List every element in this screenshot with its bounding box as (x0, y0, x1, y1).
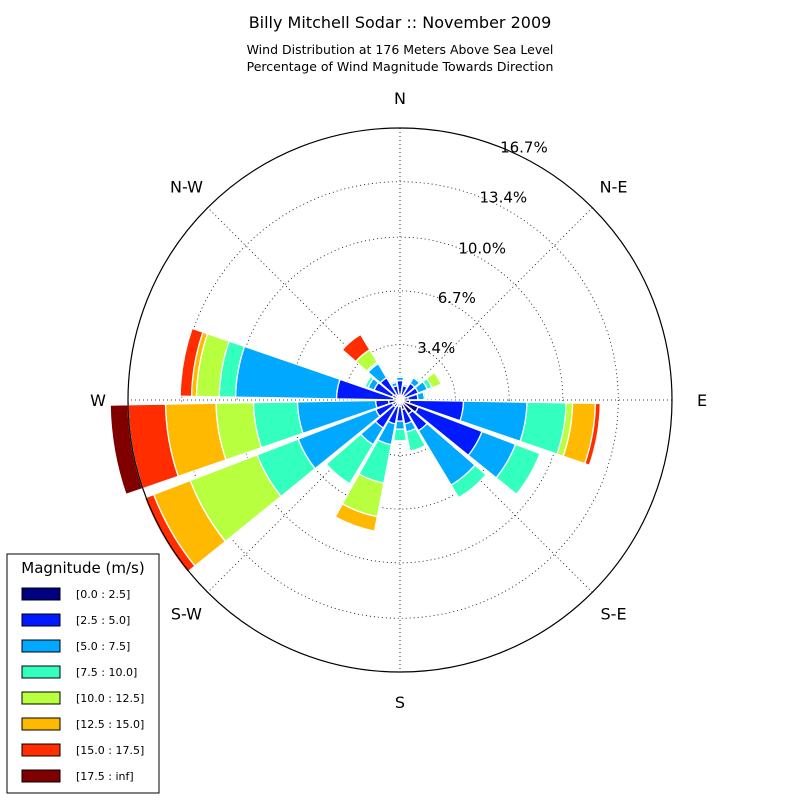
legend-swatch (21, 769, 61, 783)
direction-label: S-E (601, 605, 627, 624)
legend-title: Magnitude (m/s) (21, 559, 144, 577)
direction-label: N (394, 89, 406, 108)
wind-sectors (109, 327, 601, 574)
legend-swatch (21, 743, 61, 757)
chart-subtitle-line-1: Wind Distribution at 176 Meters Above Se… (247, 42, 554, 57)
radial-tick-label: 6.7% (438, 289, 476, 307)
direction-label: N-E (600, 177, 628, 196)
legend-swatch (21, 665, 61, 679)
legend-label: [5.0 : 7.5] (76, 640, 130, 653)
legend-label: [17.5 : inf] (76, 770, 134, 783)
legend-label: [10.0 : 12.5] (76, 692, 144, 705)
wind-bar-segment (341, 333, 371, 363)
wind-bar-segment (583, 402, 601, 467)
wind-bar-segment (325, 433, 375, 485)
legend-label: [7.5 : 10.0] (76, 666, 137, 679)
wind-bar-segment (364, 375, 375, 389)
wind-bar-segment (412, 375, 422, 384)
axis-labels: N N-E E S-E S S-W W N-W 3.4% 6.7% 10.0% 13.4% 16.7% (90, 89, 707, 712)
radial-tick-label: 10.0% (458, 240, 506, 258)
grid-ring (181, 181, 619, 619)
wind-bar-segment (405, 427, 427, 452)
legend-swatch (21, 613, 61, 627)
wind-bar-segment (422, 390, 427, 401)
legend-swatch (21, 587, 61, 601)
radial-tick-label: 16.7% (500, 139, 548, 157)
radial-tick-label: 13.4% (480, 188, 528, 206)
legend-label: [15.0 : 17.5] (76, 744, 144, 757)
legend-swatch (21, 717, 61, 731)
wind-bar-segment (392, 428, 408, 442)
grid-ring (236, 236, 564, 564)
direction-label: E (697, 391, 707, 410)
outer-circle (127, 127, 673, 673)
chart-subtitle-line-2: Percentage of Wind Magnitude Towards Dir… (247, 59, 554, 74)
direction-label: S-W (171, 605, 202, 624)
wind-bar-segment (334, 503, 379, 532)
wind-bar-segment (389, 380, 398, 386)
wind-bar-segment (425, 371, 442, 389)
radial-tick-label: 3.4% (417, 339, 455, 357)
legend-label: [12.5 : 15.0] (76, 718, 144, 731)
wind-bar-segment (143, 493, 196, 574)
legend-label: [2.5 : 5.0] (76, 614, 130, 627)
wind-bar-segment (395, 374, 405, 379)
polar-frame (127, 127, 673, 673)
legend-label: [0.0 : 2.5] (76, 588, 130, 601)
direction-label: W (90, 391, 106, 410)
grid-ring (290, 290, 510, 510)
direction-label: S (395, 693, 405, 712)
legend: Magnitude (m/s) [0.0 : 2.5] [2.5 : 5.0] [5… (6, 553, 160, 794)
wind-bar-segment (179, 327, 204, 398)
legend-swatch (21, 639, 61, 653)
wind-bar-segment (450, 464, 487, 499)
wind-bar-segment (234, 345, 341, 400)
legend-swatch (21, 691, 61, 705)
wind-bar-segment (394, 420, 406, 430)
chart-title: Billy Mitchell Sodar :: November 2009 (249, 13, 552, 32)
direction-label: N-W (170, 177, 203, 196)
wind-bar-segment (495, 443, 541, 496)
